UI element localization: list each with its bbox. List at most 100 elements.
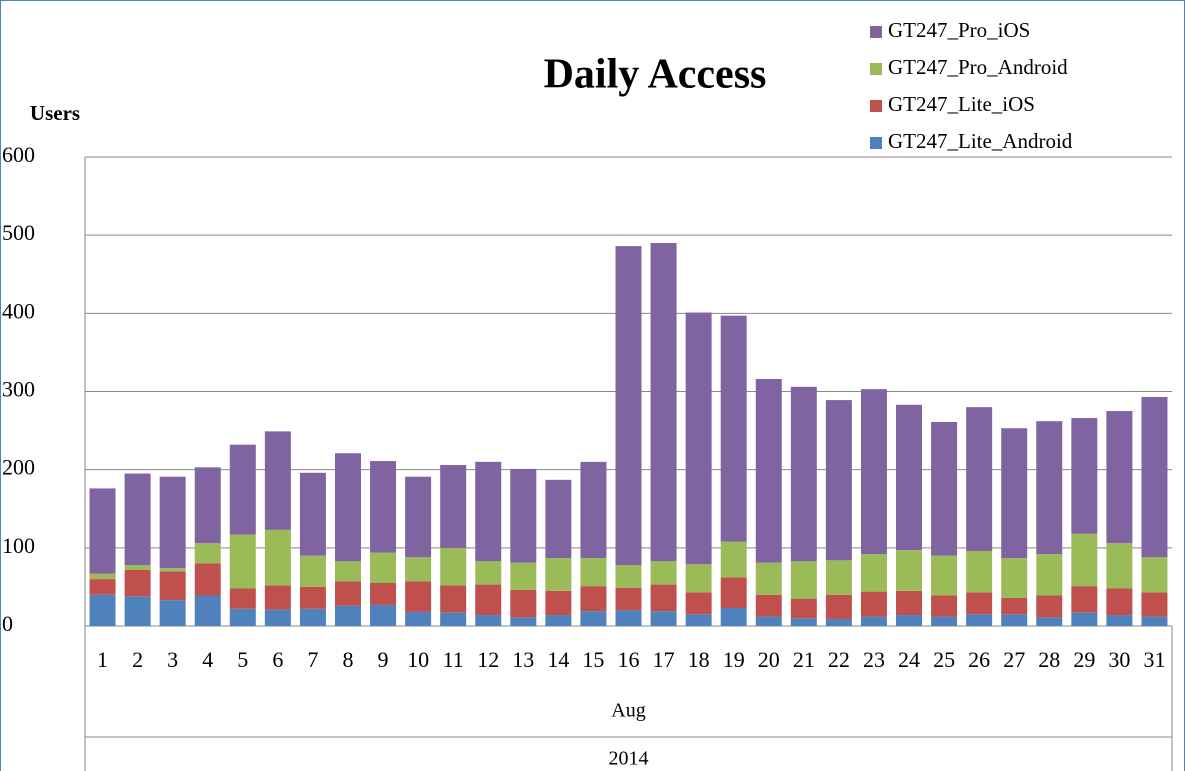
bar-segment	[1141, 557, 1168, 593]
bar-segment	[475, 615, 502, 626]
bar-segment	[264, 431, 291, 530]
bar-segment	[720, 315, 747, 542]
x-tick-label: 26	[968, 647, 990, 672]
bar-segment	[1071, 418, 1098, 534]
bar-segment	[299, 472, 326, 556]
bar-segment	[1141, 396, 1168, 558]
bar-segment	[860, 389, 887, 555]
bar-segment	[264, 529, 291, 586]
bar-segment	[1071, 586, 1098, 613]
bar-segment	[720, 541, 747, 578]
x-year-label: 2014	[609, 748, 649, 770]
y-tick-label: 400	[2, 298, 35, 323]
bar-segment	[299, 608, 326, 626]
bar-segment	[89, 488, 116, 574]
x-tick-label: 31	[1143, 647, 1165, 672]
bar-segment	[229, 588, 256, 609]
x-tick-label: 17	[653, 647, 675, 672]
bar-segment	[580, 557, 607, 587]
bar-segment	[615, 587, 642, 611]
legend-label: GT247_Lite_iOS	[888, 92, 1035, 116]
bar-segment	[1001, 597, 1028, 615]
bar-segment	[229, 534, 256, 589]
bar-segment	[720, 608, 747, 626]
bar-segment	[1141, 616, 1168, 626]
bar-segment	[264, 585, 291, 610]
bar-segment	[545, 615, 572, 626]
y-tick-label: 0	[2, 611, 13, 636]
bar-segment	[440, 612, 467, 626]
bar-segment	[825, 560, 852, 595]
bar-segment	[440, 585, 467, 613]
bar-segment	[510, 617, 537, 626]
x-tick-label: 23	[863, 647, 885, 672]
bar-segment	[194, 543, 221, 564]
bar-segment	[1001, 428, 1028, 558]
bar-segment	[685, 312, 712, 565]
x-tick-label: 14	[547, 647, 569, 672]
bar-segment	[931, 595, 958, 617]
bar-segment	[755, 594, 782, 617]
bar-segment	[860, 554, 887, 592]
y-tick-label: 500	[2, 220, 35, 245]
bar-segment	[720, 577, 747, 609]
x-tick-label: 27	[1003, 647, 1025, 672]
bar-segment	[440, 464, 467, 548]
bar-segment	[1036, 421, 1063, 555]
bar-segment	[159, 476, 186, 569]
x-tick-label: 10	[407, 647, 429, 672]
bar-segment	[790, 386, 817, 562]
y-tick-label: 600	[2, 142, 35, 167]
x-tick-label: 30	[1108, 647, 1130, 672]
bar-segment	[124, 565, 151, 570]
x-tick-label: 11	[443, 647, 464, 672]
bar-segment	[931, 421, 958, 556]
bar-segment	[475, 561, 502, 585]
bar-segment	[124, 569, 151, 597]
x-tick-label: 18	[688, 647, 710, 672]
bar-segment	[685, 592, 712, 615]
bar-segment	[685, 614, 712, 626]
bar-segment	[334, 581, 361, 606]
y-tick-label: 200	[2, 455, 35, 480]
bar-segment	[896, 615, 923, 626]
bar-segment	[1071, 533, 1098, 587]
bar-segment	[825, 594, 852, 619]
x-tick-label: 12	[477, 647, 499, 672]
bar-segment	[89, 579, 116, 595]
bar-segment	[931, 616, 958, 626]
x-tick-label: 24	[898, 647, 920, 672]
bar-segment	[1036, 617, 1063, 626]
bar-segment	[510, 590, 537, 618]
bar-segment	[370, 461, 397, 553]
bar-segment	[755, 562, 782, 595]
legend-swatch	[870, 100, 882, 112]
x-tick-label: 16	[618, 647, 640, 672]
bar-segment	[825, 618, 852, 626]
bar-segment	[580, 611, 607, 626]
bar-segment	[1106, 588, 1133, 616]
bar-segment	[1001, 557, 1028, 598]
bar-segment	[790, 561, 817, 599]
bar-segment	[650, 561, 677, 585]
bar-segment	[966, 407, 993, 551]
bar-segment	[89, 573, 116, 580]
bar-segment	[370, 604, 397, 626]
bar-segment	[860, 591, 887, 617]
bar-segment	[1106, 543, 1133, 589]
bar-segment	[545, 590, 572, 616]
bar-segment	[370, 552, 397, 584]
bar-segment	[405, 611, 432, 626]
bar-segment	[1071, 612, 1098, 626]
bar-segment	[124, 596, 151, 626]
bar-segment	[334, 453, 361, 562]
bar-segment	[615, 246, 642, 566]
bar-segment	[229, 608, 256, 626]
bar-segment	[475, 461, 502, 562]
bar-segment	[89, 594, 116, 626]
x-tick-label: 22	[828, 647, 850, 672]
x-group-label: Aug	[611, 700, 645, 722]
bar-segment	[1036, 554, 1063, 596]
x-tick-label: 25	[933, 647, 955, 672]
